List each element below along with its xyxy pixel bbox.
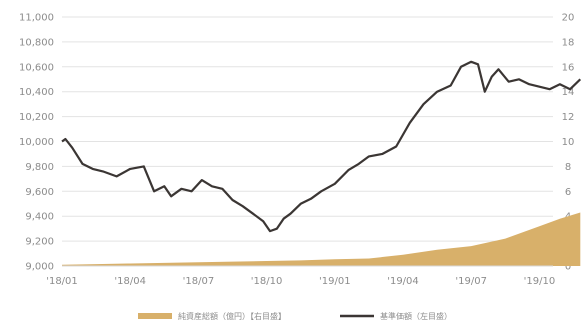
right-tick-label: 8: [565, 162, 571, 173]
legend: 純資産総額（億円）【右目盛】 基準価額（左目盛）: [138, 311, 452, 321]
left-tick-label: 9,200: [25, 237, 54, 248]
right-tick-label: 20: [562, 13, 575, 24]
series-area-net-assets: [62, 213, 580, 267]
x-tick-label: '18/04: [114, 276, 146, 287]
right-tick-label: 12: [562, 112, 575, 123]
right-tick-label: 6: [565, 187, 571, 198]
x-axis: '18/01 '18/04 '18/07 '18/10 '19/01 '19/04 '19/…: [46, 276, 555, 287]
series-layer: [62, 62, 580, 266]
right-tick-label: 18: [562, 37, 575, 48]
left-axis: 9,000 9,200 9,400 9,600 9,800 10,000 10,200 10,…: [19, 13, 54, 273]
left-tick-label: 9,800: [25, 162, 54, 173]
left-tick-label: 9,000: [25, 262, 54, 273]
x-tick-label: '18/01: [46, 276, 78, 287]
x-tick-label: '19/07: [455, 276, 487, 287]
left-tick-label: 9,400: [25, 212, 54, 223]
x-tick-label: '18/07: [183, 276, 215, 287]
x-tick-label: '19/01: [319, 276, 351, 287]
gridlines: [62, 17, 553, 241]
left-tick-label: 10,200: [19, 112, 54, 123]
series-line-nav: [62, 62, 580, 231]
x-tick-label: '19/10: [524, 276, 556, 287]
x-tick-label: '18/10: [251, 276, 283, 287]
legend-label-nav: 基準価額（左目盛）: [380, 311, 452, 321]
left-tick-label: 11,000: [19, 13, 54, 24]
right-tick-label: 10: [562, 137, 575, 148]
left-tick-label: 10,000: [19, 137, 54, 148]
left-tick-label: 9,600: [25, 187, 54, 198]
x-tick-label: '19/04: [387, 276, 419, 287]
left-tick-label: 10,800: [19, 37, 54, 48]
left-tick-label: 10,400: [19, 87, 54, 98]
left-tick-label: 10,600: [19, 62, 54, 73]
right-tick-label: 16: [562, 62, 575, 73]
legend-label-net-assets: 純資産総額（億円）【右目盛】: [178, 311, 286, 321]
